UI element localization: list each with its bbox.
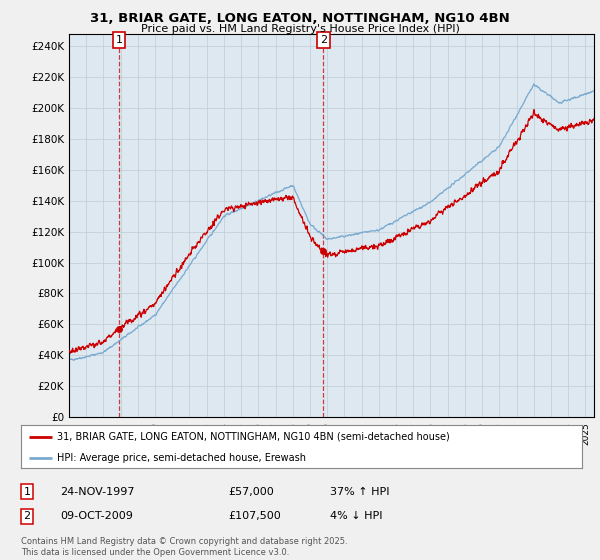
Text: 31, BRIAR GATE, LONG EATON, NOTTINGHAM, NG10 4BN (semi-detached house): 31, BRIAR GATE, LONG EATON, NOTTINGHAM, … <box>58 432 450 441</box>
Text: 1: 1 <box>115 35 122 45</box>
Text: Contains HM Land Registry data © Crown copyright and database right 2025.
This d: Contains HM Land Registry data © Crown c… <box>21 537 347 557</box>
Text: 24-NOV-1997: 24-NOV-1997 <box>60 487 134 497</box>
Text: 31, BRIAR GATE, LONG EATON, NOTTINGHAM, NG10 4BN: 31, BRIAR GATE, LONG EATON, NOTTINGHAM, … <box>90 12 510 25</box>
Text: £107,500: £107,500 <box>228 511 281 521</box>
Text: 1: 1 <box>23 487 31 497</box>
Text: Price paid vs. HM Land Registry's House Price Index (HPI): Price paid vs. HM Land Registry's House … <box>140 24 460 34</box>
Text: 09-OCT-2009: 09-OCT-2009 <box>60 511 133 521</box>
Text: HPI: Average price, semi-detached house, Erewash: HPI: Average price, semi-detached house,… <box>58 453 307 463</box>
Text: 2: 2 <box>320 35 327 45</box>
Text: 37% ↑ HPI: 37% ↑ HPI <box>330 487 389 497</box>
Text: £57,000: £57,000 <box>228 487 274 497</box>
Text: 2: 2 <box>23 511 31 521</box>
Text: 4% ↓ HPI: 4% ↓ HPI <box>330 511 383 521</box>
